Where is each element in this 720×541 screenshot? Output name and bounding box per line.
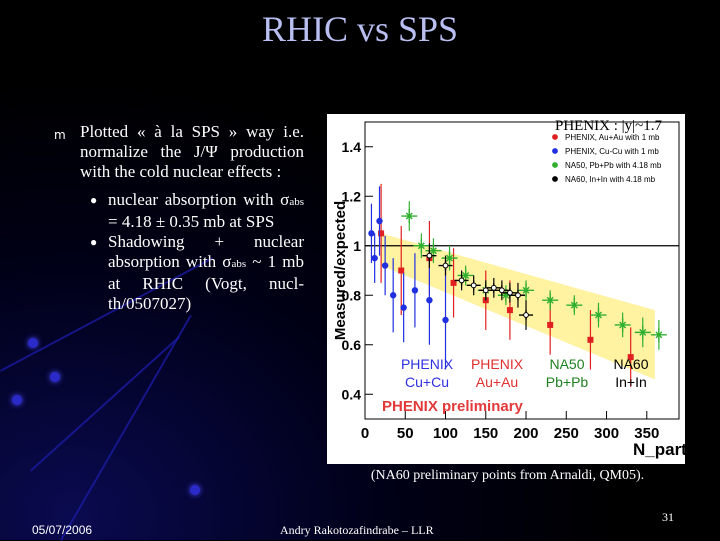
y-tick-label: 0.6 <box>342 337 362 353</box>
legend-entry: NA50, Pb+Pb with 4.18 mb <box>565 161 662 170</box>
data-point <box>650 327 667 342</box>
x-tick-label: 300 <box>594 425 619 442</box>
sub-bullet-marker-icon: ● <box>90 235 98 249</box>
bullet-list: m Plotted « à la SPS » way i.e. normaliz… <box>50 122 304 314</box>
data-point-open <box>482 287 489 294</box>
decor-dot <box>12 395 22 405</box>
y-tick-label: 1 <box>353 238 361 254</box>
data-point-open <box>523 312 529 318</box>
figure-caption: (NA60 preliminary points from Arnaldi, Q… <box>370 468 645 483</box>
annotation-label: Pb+Pb <box>546 374 589 390</box>
annotation-label: PHENIX <box>471 356 524 372</box>
data-point <box>368 230 375 237</box>
legend-entry: PHENIX, Cu-Cu with 1 mb <box>565 147 659 156</box>
data-point <box>627 354 634 361</box>
data-point <box>441 251 458 266</box>
data-point-open <box>458 277 465 284</box>
data-point <box>450 279 457 286</box>
x-tick-label: 100 <box>433 425 458 442</box>
data-point <box>398 267 405 274</box>
data-point <box>518 283 535 298</box>
x-axis-label: N_part <box>633 440 685 459</box>
y-tick-label: 0.4 <box>342 386 362 402</box>
data-point <box>590 308 607 323</box>
bullet-item: m Plotted « à la SPS » way i.e. normaliz… <box>50 122 304 182</box>
data-point <box>457 268 474 283</box>
y-axis-label: Measured/expected <box>332 201 349 340</box>
decor-dot <box>28 338 38 348</box>
decor-dot <box>190 485 200 495</box>
data-point <box>634 325 651 340</box>
data-point-open <box>515 292 521 299</box>
footer-date: 05/07/2006 <box>32 523 93 537</box>
data-point <box>547 321 554 328</box>
plot-header: PHENIX : |y|~1.7 <box>555 118 663 134</box>
data-point-open <box>426 252 433 259</box>
data-point <box>381 262 389 269</box>
y-tick-label: 1.4 <box>342 139 362 155</box>
x-tick-label: 200 <box>514 425 539 442</box>
chart-panel: 0.4 0.6 0.8 1 1.2 1.4 0 50 100 150 200 250 300 350 Mea… <box>327 114 685 464</box>
data-point <box>400 304 407 311</box>
sub-bullet-item: ● Shadowing + nuclear absorption with σa… <box>50 232 304 314</box>
data-point <box>413 238 430 253</box>
data-point-open <box>490 284 497 291</box>
data-point <box>497 288 514 303</box>
legend-marker <box>552 162 558 168</box>
data-point <box>378 230 385 237</box>
annotation-label: Cu+Cu <box>405 374 449 390</box>
data-point-open <box>498 287 505 294</box>
data-point <box>587 336 594 343</box>
footer-author: Andry Rakotozafindrabe – LLR <box>280 523 434 537</box>
x-tick-label: 150 <box>473 425 498 442</box>
annotation-label: Au+Au <box>476 374 518 390</box>
data-point <box>426 297 433 304</box>
annotation-label: NA50 <box>549 356 584 372</box>
data-point <box>376 217 383 225</box>
page-number: 31 <box>662 510 674 524</box>
sub-bullet-item: ● nuclear absorption with σabs = 4.18 ± … <box>50 190 304 232</box>
x-tick-label: 0 <box>361 425 369 442</box>
legend-marker <box>552 148 558 154</box>
data-point <box>442 316 449 324</box>
x-tick-label: 250 <box>554 425 579 442</box>
sub-bullet-marker-icon: ● <box>90 193 98 207</box>
y-tick-label: 0.8 <box>342 287 362 303</box>
data-point <box>506 307 513 314</box>
sub-bullet-text: Shadowing + nuclear absorption with σabs… <box>108 232 305 313</box>
data-point-open <box>507 289 513 296</box>
chart-svg: 0.4 0.6 0.8 1 1.2 1.4 0 50 100 150 200 250 300 350 Mea… <box>332 121 685 459</box>
bullet-text: Plotted « à la SPS » way i.e. normalize … <box>80 122 304 181</box>
annotation-label: PHENIX <box>401 356 454 372</box>
data-point <box>566 298 583 313</box>
legend-entry: NA60, In+In with 4.18 mb <box>565 175 656 184</box>
data-point <box>389 292 397 299</box>
data-point <box>482 297 489 304</box>
decor-dot <box>50 372 60 382</box>
data-point <box>614 317 631 332</box>
plot-frame <box>364 121 680 420</box>
x-tick-label: 50 <box>397 425 414 442</box>
watermark-label: PHENIX preliminary <box>382 398 524 415</box>
sub-bullet-text: nuclear absorption with σabs = 4.18 ± 0.… <box>108 190 304 231</box>
data-point <box>371 254 378 262</box>
data-point <box>401 209 418 224</box>
legend-marker <box>552 176 558 182</box>
slide-title: RHIC vs SPS <box>261 9 459 49</box>
data-point <box>425 243 442 258</box>
x-tick-label: 350 <box>634 425 659 442</box>
data-point-open <box>442 262 449 269</box>
bullet-marker-icon: m <box>54 128 66 142</box>
data-point <box>411 287 419 294</box>
annotation-label: In+In <box>615 374 647 390</box>
legend-entry: PHENIX, Au+Au with 1 mb <box>565 133 660 142</box>
y-tick-label: 1.2 <box>342 188 362 204</box>
data-point <box>542 293 559 308</box>
legend-marker <box>552 134 558 140</box>
annotation-label: NA60 <box>613 356 648 372</box>
data-point-open <box>470 282 477 289</box>
